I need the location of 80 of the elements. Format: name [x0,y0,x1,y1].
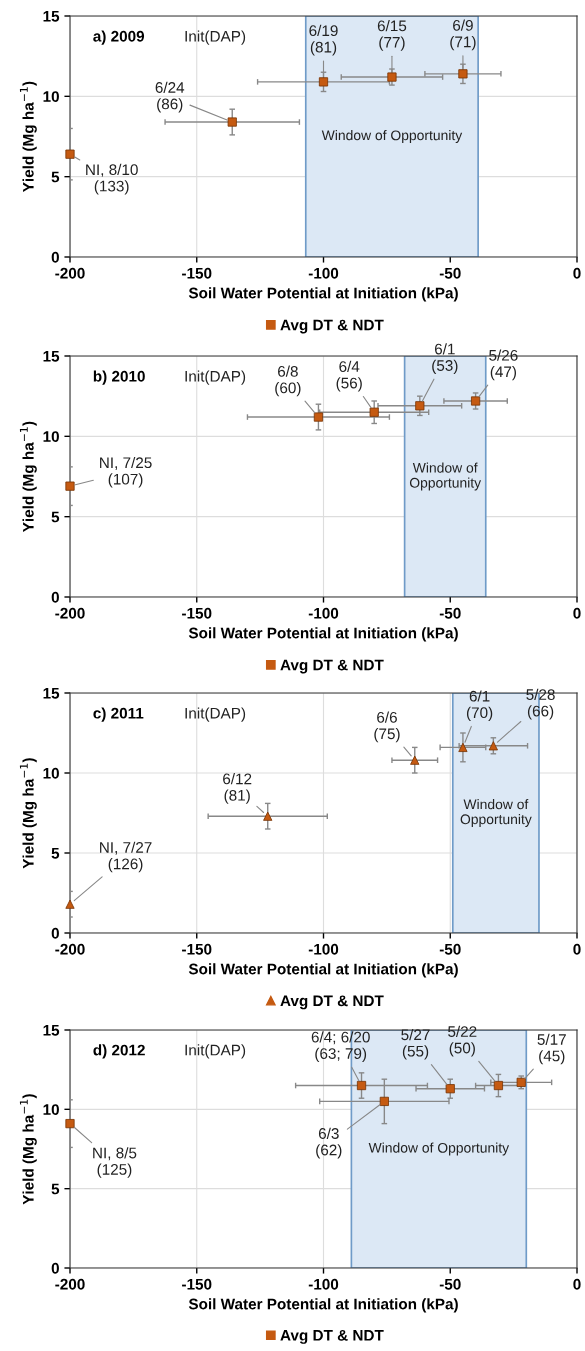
x-tick-label: -150 [182,267,212,279]
text: b) 2010 [93,370,145,385]
annotation: 6/3 (62) [316,1127,342,1159]
x-tick-label: -50 [439,267,461,279]
x-tick-label: -100 [308,267,339,279]
x-tick-label: -50 [439,943,461,955]
x-axis-title: Soil Water Potential at Initiation (kPa) [188,627,458,642]
x-tick-label: -100 [308,943,339,955]
band-label: Window of Opportunity [321,130,463,143]
y-tick-label: 5 [51,1183,60,1195]
y-tick-label: 10 [43,1104,59,1116]
y-tick-label: 5 [51,848,60,859]
annotation: NI, 7/27 (126) [100,841,152,873]
point [65,1119,75,1129]
x-tick-label: -150 [182,1278,212,1290]
y-tick-label: 15 [43,11,60,22]
annotation: 6/6 (75) [374,711,400,743]
y-tick-label: 10 [43,431,59,443]
annotation: 6/4; 6/20 (63; 79) [311,1031,370,1062]
annotation: Init(DAP) [185,370,246,385]
annotation: 6/15 (77) [377,20,407,51]
y-tick-label: 10 [43,767,59,779]
x-tick-label: -50 [439,607,461,619]
legend-label: Avg DT & NDT [280,1330,384,1344]
annotation: Init(DAP) [185,30,246,45]
text: c) 2011 [93,707,144,722]
annotation: NI, 8/10 (133) [86,163,138,195]
legend-label: Avg DT & NDT [280,995,384,1010]
y-tick-label: 0 [51,251,59,263]
x-tick-label: -200 [55,1278,85,1290]
x-tick-label: 0 [573,943,581,955]
annotation: 5/17 (45) [537,1033,566,1065]
x-axis-title: Soil Water Potential at Initiation (kPa) [188,963,458,978]
band-label: Window of Opportunity [460,799,532,827]
y-tick-label: 15 [43,688,60,699]
x-axis-title: Soil Water Potential at Initiation (kPa) [188,287,458,302]
annotation: NI, 8/5 (125) [93,1147,137,1178]
annotation: 6/12 (81) [223,773,252,804]
annotation: NI, 7/25 (107) [100,456,152,488]
band-label: Window of Opportunity [409,462,482,491]
y-tick-label: 10 [43,91,59,103]
y-tick-label: 5 [51,511,60,523]
x-tick-label: -100 [308,1278,339,1290]
annotation: 6/8 (60) [275,365,301,397]
x-tick-label: -100 [308,607,339,619]
x-tick-label: -50 [439,1278,461,1290]
y-tick-label: 15 [43,1025,60,1036]
y-axis-title: Yield (Mg ha$^{−1}$) [19,421,37,532]
annotation: 6/19 (81) [309,24,338,56]
legend-label: Avg DT & NDT [280,319,384,334]
x-tick-label: 0 [573,607,581,619]
y-tick-label: 0 [51,591,59,603]
x-tick-label: -150 [182,943,212,955]
x-tick-label: -200 [55,943,85,955]
annotation: 6/24 (86) [155,81,185,113]
x-axis-title: Soil Water Potential at Initiation (kPa) [188,1298,458,1313]
y-tick-label: 0 [51,927,59,939]
annotation: 6/4 (56) [336,360,362,392]
x-tick-label: 0 [573,1278,581,1290]
text: d) 2012 [93,1044,145,1059]
legend-label: Avg DT & NDT [280,659,384,674]
annotation: 5/26 (47) [489,349,518,381]
annotation: Init(DAP) [185,707,246,722]
point [356,1080,367,1091]
y-tick-label: 0 [51,1262,59,1274]
annotation: 6/1 (53) [432,343,458,374]
annotation: Init(DAP) [185,1044,246,1059]
x-tick-label: -150 [182,607,212,619]
y-axis-title: Yield (Mg ha$^{−1}$) [19,81,37,192]
annotation: 6/9 (71) [450,19,476,51]
x-tick-label: -200 [55,607,85,619]
y-tick-label: 15 [43,351,60,362]
band-label: Window of Opportunity [368,1142,510,1156]
y-tick-label: 5 [51,171,60,183]
text: a) 2009 [93,30,145,45]
x-tick-label: 0 [573,267,581,279]
annotation: 5/27 (55) [401,1028,430,1060]
y-axis-title: Yield (Mg ha$^{−1}$) [19,1094,37,1205]
x-tick-label: -200 [55,267,85,279]
y-axis-title: Yield (Mg ha$^{−1}$) [19,758,37,869]
